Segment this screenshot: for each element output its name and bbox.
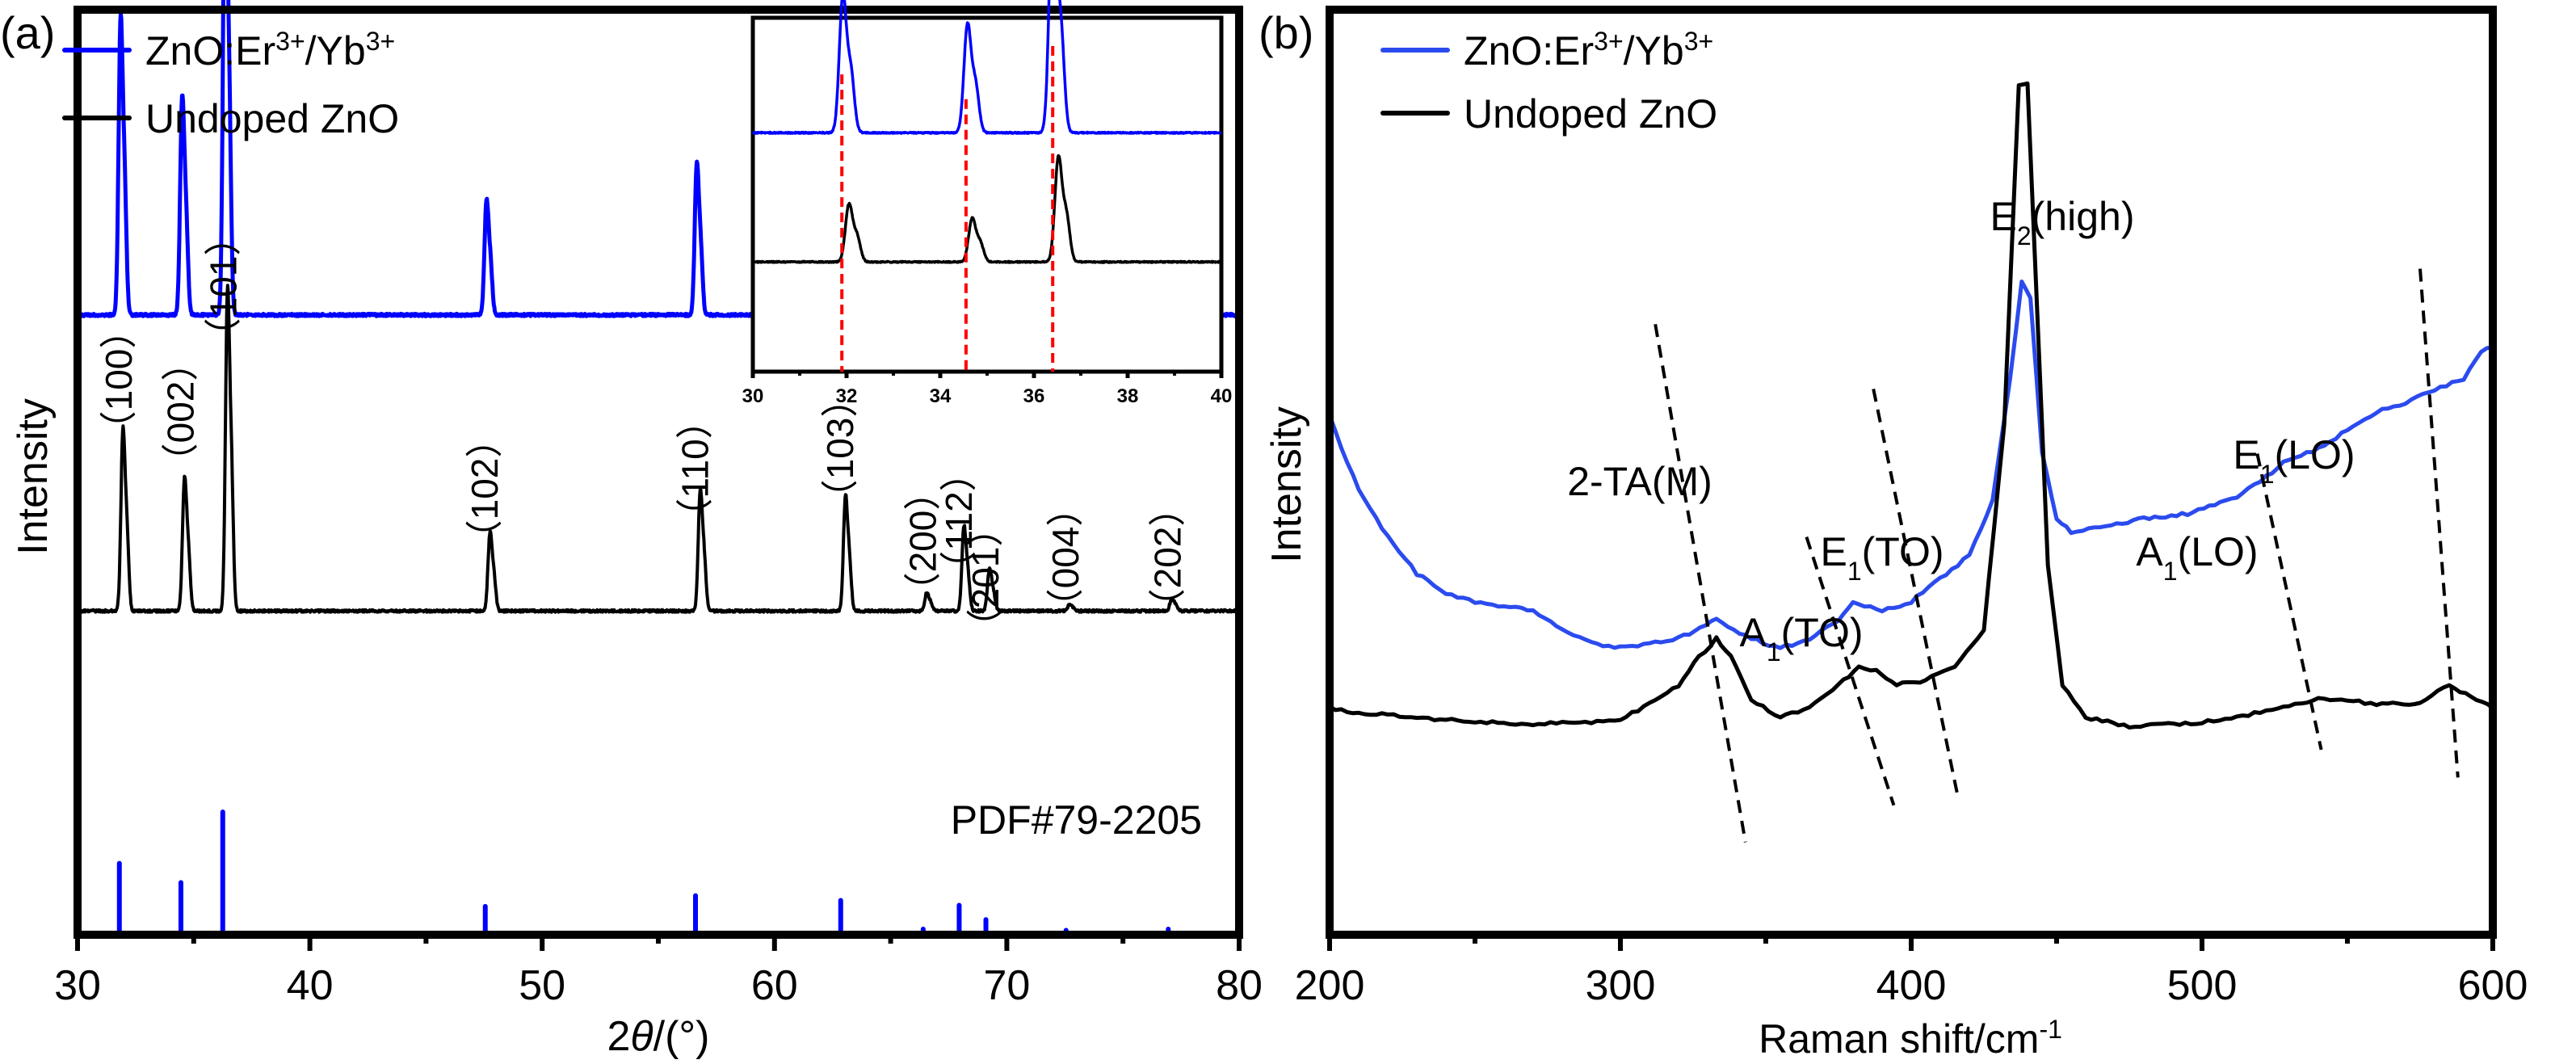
mode-label-main: 2-TA(M) [1567, 459, 1712, 504]
x-tick-label: 400 [1876, 962, 1947, 1009]
mode-label-main: A [1740, 610, 1767, 655]
legend-text-part: Undoped ZnO [1464, 91, 1717, 137]
inset-series-line [751, 154, 1222, 264]
panel-b-label: (b) [1259, 7, 1313, 58]
legend-label: Undoped ZnO [1464, 91, 1717, 137]
panel-a-label: (a) [0, 7, 55, 58]
inset-x-tick-label: 40 [1211, 385, 1233, 407]
x-tick-label: 40 [287, 962, 334, 1009]
x-tick-label: 80 [1216, 962, 1263, 1009]
panel-a-x-axis: 30 40 50 60 70 80 [54, 935, 1263, 1009]
legend-text-part: Undoped ZnO [145, 96, 399, 141]
mode-label-sub: 1 [2163, 557, 2178, 586]
x-tick-label: 300 [1586, 962, 1656, 1009]
mode-guide-dashed-line [1872, 389, 1960, 797]
mode-guide-dashed-line [1654, 323, 1747, 843]
x-tick-label: 60 [751, 962, 798, 1009]
xlabel-suffix: /(°) [653, 1013, 710, 1060]
mode-guide-dashed-line [2418, 268, 2460, 778]
mode-label-sub: 1 [2260, 460, 2275, 489]
legend-label: ZnO:Er3+/Yb3+ [1464, 27, 1713, 74]
legend-text-part: 3+ [366, 27, 395, 56]
panel-b-annotations: E2(high)2-TA(M)A1(TO)E1(TO) A1(LO)E1(LO) [1567, 194, 2460, 843]
x-tick-label: 600 [2458, 962, 2528, 1009]
panel-a-y-axis-label: Intensity [10, 398, 57, 555]
mode-label: E1(TO) [1821, 529, 1944, 586]
x-tick-label: 200 [1295, 962, 1365, 1009]
mode-label: A1(TO) [1740, 610, 1864, 667]
series-line-undoped [76, 284, 1241, 614]
series-line-undoped [1328, 81, 2494, 730]
xlabel-sup: -1 [2039, 1015, 2061, 1044]
legend-label: ZnO:Er3+/Yb3+ [145, 27, 395, 74]
peak-index-label: （100） [98, 312, 140, 448]
xlabel-main: Raman shift/cm [1759, 1016, 2039, 1062]
panel-b-raman: (b) 200 300 400 500 600 Intensity Raman shif… [1259, 6, 2528, 1062]
inset-chart: 30 32 34 36 38 40 [742, 0, 1233, 407]
mode-label: 2-TA(M) [1567, 459, 1712, 504]
mode-label-main: A [2136, 529, 2163, 574]
inset-x-tick-label: 30 [742, 385, 764, 407]
legend-text-part: 3+ [1594, 27, 1623, 56]
panel-a-xrd: (a) 30 40 50 60 70 80 Intensity 2θ/(°) ZnO:Er… [0, 0, 1263, 1060]
peak-index-label: （004） [1044, 490, 1086, 626]
mode-label-tail: (TO) [1781, 610, 1864, 655]
peak-index-label: （101） [203, 219, 245, 355]
legend-text-part: ZnO:Er [145, 28, 275, 74]
mode-label-main: E [2233, 432, 2259, 477]
mode-label-main: E [1821, 529, 1847, 574]
panel-b-y-axis-label: Intensity [1263, 406, 1310, 563]
mode-label-tail: (LO) [2275, 432, 2355, 477]
panel-b-x-axis-label: Raman shift/cm-1 [1759, 1015, 2062, 1062]
mode-label: E2(high) [1990, 194, 2135, 250]
mode-guide-dashed-line [1805, 536, 1896, 806]
legend-text-part: /Yb [305, 28, 366, 74]
peak-index-label: （110） [674, 402, 716, 535]
x-tick-label: 500 [2167, 962, 2238, 1009]
legend-text-part: ZnO:Er [1464, 28, 1594, 74]
legend-label: Undoped ZnO [145, 96, 399, 141]
inset-series-line [751, 0, 1222, 135]
peak-index-label: （201） [964, 510, 1006, 646]
legend-text-part: /Yb [1624, 28, 1684, 74]
mode-label-tail: (high) [2032, 194, 2135, 239]
inset-x-tick-label: 34 [930, 385, 952, 407]
legend-text-part: 3+ [1684, 27, 1713, 56]
xlabel-prefix: 2 [607, 1013, 630, 1060]
x-tick-label: 50 [519, 962, 565, 1009]
mode-label-sub: 1 [1767, 637, 1781, 667]
mode-label-sub: 2 [2017, 221, 2032, 250]
x-tick-label: 70 [983, 962, 1030, 1009]
mode-label-main: E [1990, 194, 2017, 239]
peak-index-label: （112） [938, 454, 980, 587]
panel-a-legend: ZnO:Er3+/Yb3+Undoped ZnO [62, 27, 399, 141]
peak-index-label: （102） [464, 421, 506, 557]
mode-guide-dashed-line [2255, 453, 2323, 751]
panel-b-plot-area [1327, 81, 2494, 730]
peak-index-label: （202） [1147, 490, 1189, 626]
panel-b-x-axis: 200 300 400 500 600 [1295, 935, 2528, 1009]
mode-label: A1(LO) [2136, 529, 2258, 586]
panel-a-x-axis-label: 2θ/(°) [607, 1013, 709, 1060]
reference-pattern-label: PDF#79-2205 [951, 797, 1202, 843]
inset-x-tick-label: 36 [1023, 385, 1045, 407]
peak-index-label: （002） [159, 344, 201, 481]
mode-label: E1(LO) [2233, 432, 2355, 489]
peak-index-label: （200） [901, 473, 943, 610]
legend-text-part: 3+ [275, 27, 305, 56]
xlabel-theta: θ [630, 1013, 653, 1060]
inset-x-tick-label: 38 [1117, 385, 1139, 407]
mode-label-sub: 1 [1847, 557, 1862, 586]
inset-frame [750, 15, 1224, 374]
peak-index-label: （103） [819, 381, 861, 517]
panel-a-annotations: （100） （002）（101） （102） （110） （103） （200）（112）… [98, 219, 1189, 646]
x-tick-label: 30 [54, 962, 101, 1009]
mode-label-tail: (LO) [2178, 529, 2259, 574]
panel-b-legend: ZnO:Er3+/Yb3+Undoped ZnO [1380, 27, 1717, 137]
inset-x-tick-label: 32 [836, 385, 858, 407]
